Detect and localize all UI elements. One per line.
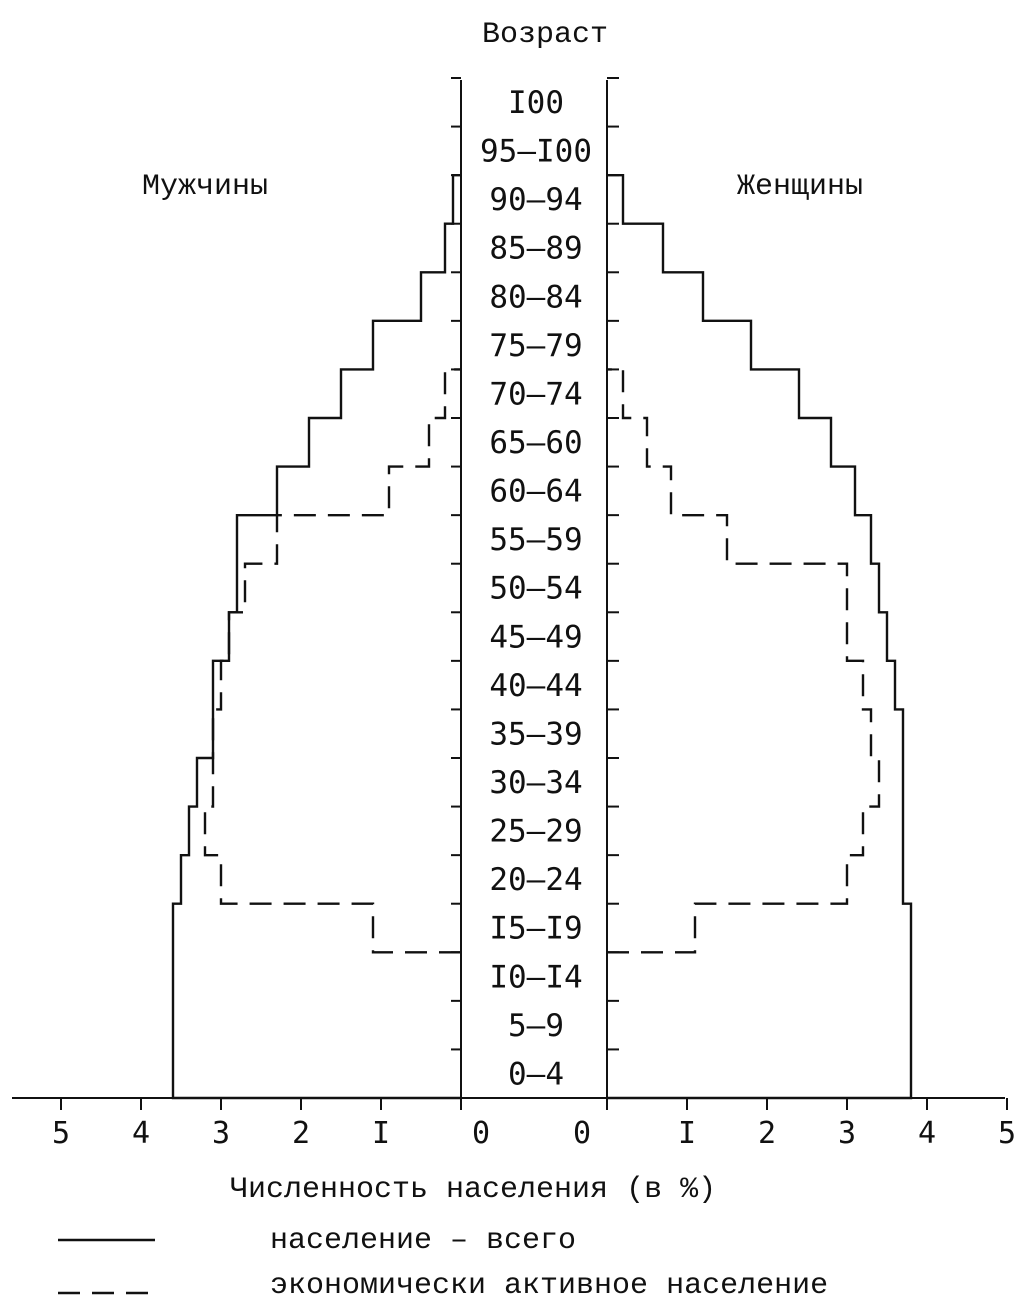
women-outline-solid <box>607 173 913 1100</box>
age-group-label: 55–59 <box>489 522 582 558</box>
x-tick-label-right: 2 <box>758 1116 776 1151</box>
x-tick-label-right: I <box>678 1116 696 1151</box>
legend-label-dashed: экономически активное население <box>270 1269 828 1303</box>
series-economically-active <box>203 368 881 954</box>
age-group-label: 85–89 <box>489 231 582 267</box>
age-group-label: 35–39 <box>489 716 582 752</box>
age-group-label: 60–64 <box>489 474 582 510</box>
chart-legend: население – всего экономически активное н… <box>58 1224 828 1303</box>
x-tick-label-left: 3 <box>212 1116 230 1151</box>
x-tick-label-left: 4 <box>132 1116 150 1151</box>
women-side-label: Женщины <box>737 170 863 204</box>
x-axis-title: Численность населения (в %) <box>230 1173 716 1207</box>
women-outline-dashed <box>607 368 881 954</box>
age-group-label: 75–79 <box>489 328 582 364</box>
x-tick-label-right: 0 <box>573 1116 591 1151</box>
men-outline-solid <box>171 173 461 1100</box>
age-group-label: 5–9 <box>508 1008 564 1044</box>
x-tick-label-right: 5 <box>998 1116 1016 1151</box>
men-outline-dashed <box>203 368 461 954</box>
age-group-label: I5–I9 <box>489 911 582 947</box>
age-group-label: 80–84 <box>489 279 582 315</box>
legend-label-solid: население – всего <box>270 1224 576 1258</box>
age-group-label: 25–29 <box>489 814 582 850</box>
x-tick-label-right: 3 <box>838 1116 856 1151</box>
men-side-label: Мужчины <box>142 170 268 204</box>
x-tick-label-left: 0 <box>472 1116 490 1151</box>
age-group-label: 20–24 <box>489 862 582 898</box>
age-group-label: 95–I00 <box>480 134 592 170</box>
age-group-label: 40–44 <box>489 668 582 704</box>
age-group-label: I0–I4 <box>489 959 582 995</box>
age-group-label: 50–54 <box>489 571 582 607</box>
center-axis-title: Возраст <box>482 18 608 52</box>
x-tick-label-left: 5 <box>52 1116 70 1151</box>
age-group-label: 70–74 <box>489 376 582 412</box>
age-group-label: 65–60 <box>489 425 582 461</box>
chart-labels: 5 4 3 2 I 0 0 I 2 3 4 50–45–9I0–I4I5–I920–2425–2930… <box>52 18 1016 1207</box>
age-group-label: 0–4 <box>508 1056 564 1092</box>
x-tick-label-left: 2 <box>292 1116 310 1151</box>
x-tick-label-right: 4 <box>918 1116 936 1151</box>
age-group-label: 90–94 <box>489 182 582 218</box>
age-group-label: I00 <box>508 85 564 121</box>
age-group-label: 45–49 <box>489 619 582 655</box>
age-group-label: 30–34 <box>489 765 582 801</box>
x-tick-label-left: I <box>372 1116 390 1151</box>
chart-series <box>171 173 913 1100</box>
